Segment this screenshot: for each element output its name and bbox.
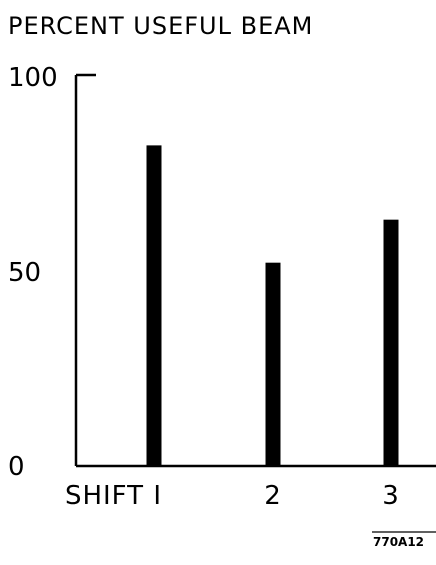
chart-title: PERCENT USEFUL BEAM: [8, 12, 313, 40]
bars-group: [146, 145, 399, 466]
y-tick-label-100: 100: [8, 63, 58, 93]
bar-1: [146, 145, 162, 466]
x-tick-label-2: 2: [264, 481, 282, 511]
x-tick-label-1: SHIFT I: [65, 481, 162, 511]
y-tick-label-0: 0: [8, 452, 25, 482]
figure-code: 770A12: [373, 535, 424, 549]
x-labels-group: SHIFT I 2 3: [65, 481, 400, 511]
y-tick-label-50: 50: [8, 258, 41, 288]
x-tick-label-3: 3: [382, 481, 400, 511]
bar-3: [383, 219, 399, 466]
bar-2: [265, 262, 281, 466]
